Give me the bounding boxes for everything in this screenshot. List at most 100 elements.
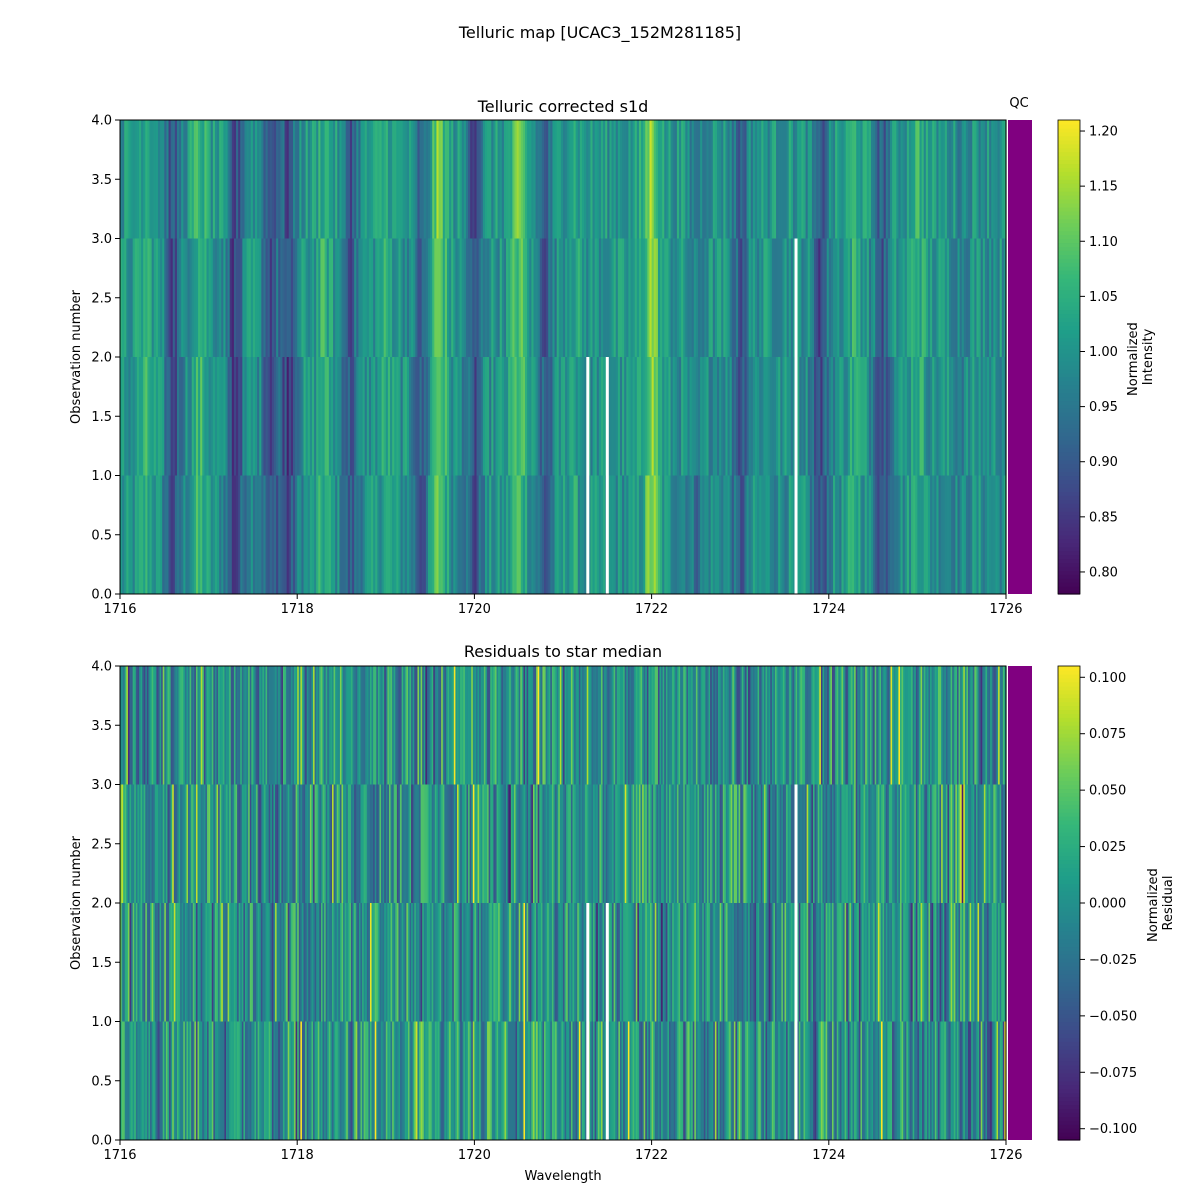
heatmap-cell [850, 666, 854, 785]
heatmap-cell [160, 238, 163, 357]
heatmap-cell [749, 903, 752, 1022]
heatmap-cell [379, 903, 382, 1022]
heatmap-cell [952, 903, 955, 1022]
heatmap-cell [847, 120, 851, 239]
heatmap-cell [983, 784, 987, 903]
heatmap-cell [988, 903, 991, 1022]
heatmap-cell [689, 784, 692, 903]
data-gap [605, 1021, 609, 1140]
heatmap-cell [664, 1021, 667, 1140]
heatmap-cell [320, 238, 324, 357]
colorbar-segment [1058, 372, 1080, 378]
heatmap-cell [210, 784, 213, 903]
heatmap-cell [906, 784, 909, 903]
heatmap-cell [508, 357, 511, 476]
heatmap-cell [742, 357, 746, 476]
heatmap-cell [637, 903, 640, 1022]
heatmap-cell [466, 903, 469, 1022]
heatmap-cell [904, 784, 907, 903]
heatmap-cell [586, 120, 589, 239]
heatmap-cell [499, 120, 503, 239]
heatmap-cell [254, 784, 257, 903]
heatmap-cell [833, 903, 836, 1022]
heatmap-cell [617, 120, 621, 239]
heatmap-cell [356, 120, 359, 239]
colorbar-segment [1058, 681, 1080, 687]
heatmap-cell [887, 784, 890, 903]
heatmap-cell [360, 1021, 363, 1140]
heatmap-cell [958, 903, 961, 1022]
heatmap-cell [824, 666, 827, 785]
y-tick-label: 2.0 [91, 897, 112, 912]
heatmap-cell [681, 903, 684, 1022]
heatmap-cell [411, 475, 414, 594]
heatmap-cell [869, 1021, 873, 1140]
heatmap-cell [436, 357, 440, 476]
heatmap-cell [363, 666, 366, 785]
heatmap-cell [750, 238, 754, 357]
heatmap-cell [809, 238, 813, 357]
heatmap-cell [515, 784, 518, 903]
heatmap-cell [535, 120, 539, 239]
heatmap-cell [972, 475, 975, 594]
heatmap-cell [374, 903, 377, 1022]
heatmap-cell [784, 475, 788, 594]
heatmap-cell [233, 238, 237, 357]
heatmap-cell [653, 666, 656, 785]
heatmap-cell [689, 1021, 692, 1140]
heatmap-cell [845, 120, 849, 239]
heatmap-cell [849, 784, 852, 903]
heatmap-cell [626, 238, 629, 357]
heatmap-cell [932, 475, 935, 594]
heatmap-cell [249, 666, 252, 785]
heatmap-cell [631, 784, 634, 903]
heatmap-cell [276, 784, 279, 903]
heatmap-cell [997, 475, 1001, 594]
heatmap-cell [659, 666, 662, 785]
heatmap-cell [267, 1021, 270, 1140]
heatmap-cell [989, 357, 992, 476]
heatmap-cell [347, 475, 351, 594]
heatmap-cell [990, 903, 993, 1022]
heatmap-cell [887, 666, 890, 785]
heatmap-cell [814, 238, 817, 357]
colorbar-segment [1058, 824, 1080, 829]
heatmap-cell [786, 475, 790, 594]
heatmap-cell [974, 357, 978, 476]
heatmap-cell [600, 903, 604, 1022]
heatmap-cell [314, 903, 317, 1022]
heatmap-cell [811, 1021, 814, 1140]
heatmap-cell [522, 475, 526, 594]
heatmap-cell [780, 120, 783, 239]
heatmap-cell [638, 784, 642, 903]
heatmap-cell [944, 357, 948, 476]
heatmap-cell [358, 784, 362, 903]
heatmap-cell [888, 1021, 892, 1140]
colorbar-segment [1058, 222, 1080, 228]
heatmap-cell [666, 238, 670, 357]
heatmap-cell [425, 784, 428, 903]
colorbar-segment [1058, 436, 1080, 441]
heatmap-cell [839, 903, 843, 1022]
heatmap-cell [902, 238, 906, 357]
heatmap-cell [875, 357, 878, 476]
heatmap-cell [423, 120, 427, 239]
heatmap-cell [369, 666, 373, 785]
heatmap-cell [769, 120, 773, 239]
heatmap-cell [195, 903, 199, 1022]
heatmap-cell [934, 784, 937, 903]
heatmap-cell [971, 666, 974, 785]
heatmap-cell [993, 120, 997, 239]
heatmap-cell [472, 1021, 475, 1140]
heatmap-cell [311, 120, 315, 239]
heatmap-cell [394, 357, 397, 476]
heatmap-cell [778, 238, 781, 357]
heatmap-cell [801, 784, 805, 903]
heatmap-cell [164, 666, 167, 785]
heatmap-cell [571, 120, 575, 239]
heatmap-cell [360, 784, 363, 903]
heatmap-cell [458, 784, 461, 903]
heatmap-cell [400, 666, 403, 785]
heatmap-cell [993, 357, 997, 476]
heatmap-cell [630, 475, 634, 594]
